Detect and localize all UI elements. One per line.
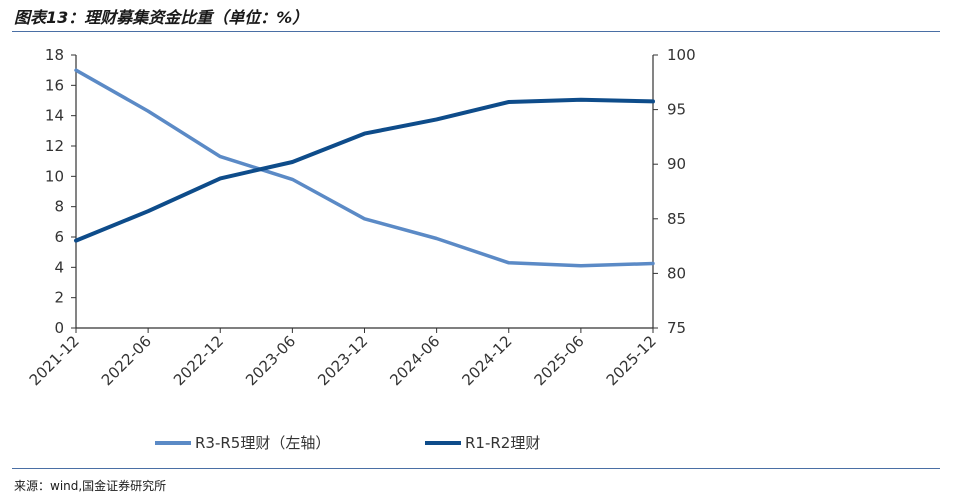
x-tick-label: 2021-12: [26, 332, 83, 389]
left-tick-label: 14: [45, 107, 64, 125]
right-tick-label: 75: [667, 319, 686, 337]
footer-divider: [12, 468, 940, 469]
right-tick-label: 95: [667, 101, 686, 119]
left-tick-label: 6: [54, 228, 64, 246]
right-tick-label: 85: [667, 210, 686, 228]
right-tick-label: 100: [667, 46, 696, 64]
legend-label: R3-R5理财（左轴）: [195, 434, 330, 452]
left-tick-label: 16: [45, 76, 64, 94]
x-tick-label: 2024-06: [386, 332, 443, 389]
right-tick-label: 90: [667, 155, 686, 173]
chart-series: [74, 68, 655, 268]
x-tick-label: 2023-06: [242, 332, 299, 389]
series-line-r1-r2: [74, 97, 655, 243]
left-tick-label: 0: [54, 319, 64, 337]
right-tick-label: 80: [667, 264, 686, 282]
left-tick-label: 18: [45, 46, 64, 64]
x-tick-label: 2025-06: [531, 332, 588, 389]
chart-legend: R3-R5理财（左轴） R1-R2理财: [155, 434, 540, 452]
series-line-r3-r5: [74, 68, 655, 268]
x-tick-label: 2022-06: [98, 332, 155, 389]
source-note: 来源：wind,国金证券研究所: [14, 479, 167, 493]
left-tick-label: 2: [54, 289, 64, 307]
left-tick-label: 8: [54, 198, 64, 216]
x-tick-label: 2025-12: [603, 332, 660, 389]
x-tick-label: 2024-12: [459, 332, 516, 389]
header-divider: [12, 31, 940, 32]
left-tick-label: 4: [54, 258, 64, 276]
left-tick-label: 12: [45, 137, 64, 155]
x-tick-label: 2022-12: [170, 332, 227, 389]
legend-label: R1-R2理财: [465, 434, 540, 452]
chart-title: 图表13：理财募集资金比重（单位：%）: [14, 8, 309, 27]
left-tick-label: 10: [45, 167, 64, 185]
x-tick-label: 2023-12: [314, 332, 371, 389]
